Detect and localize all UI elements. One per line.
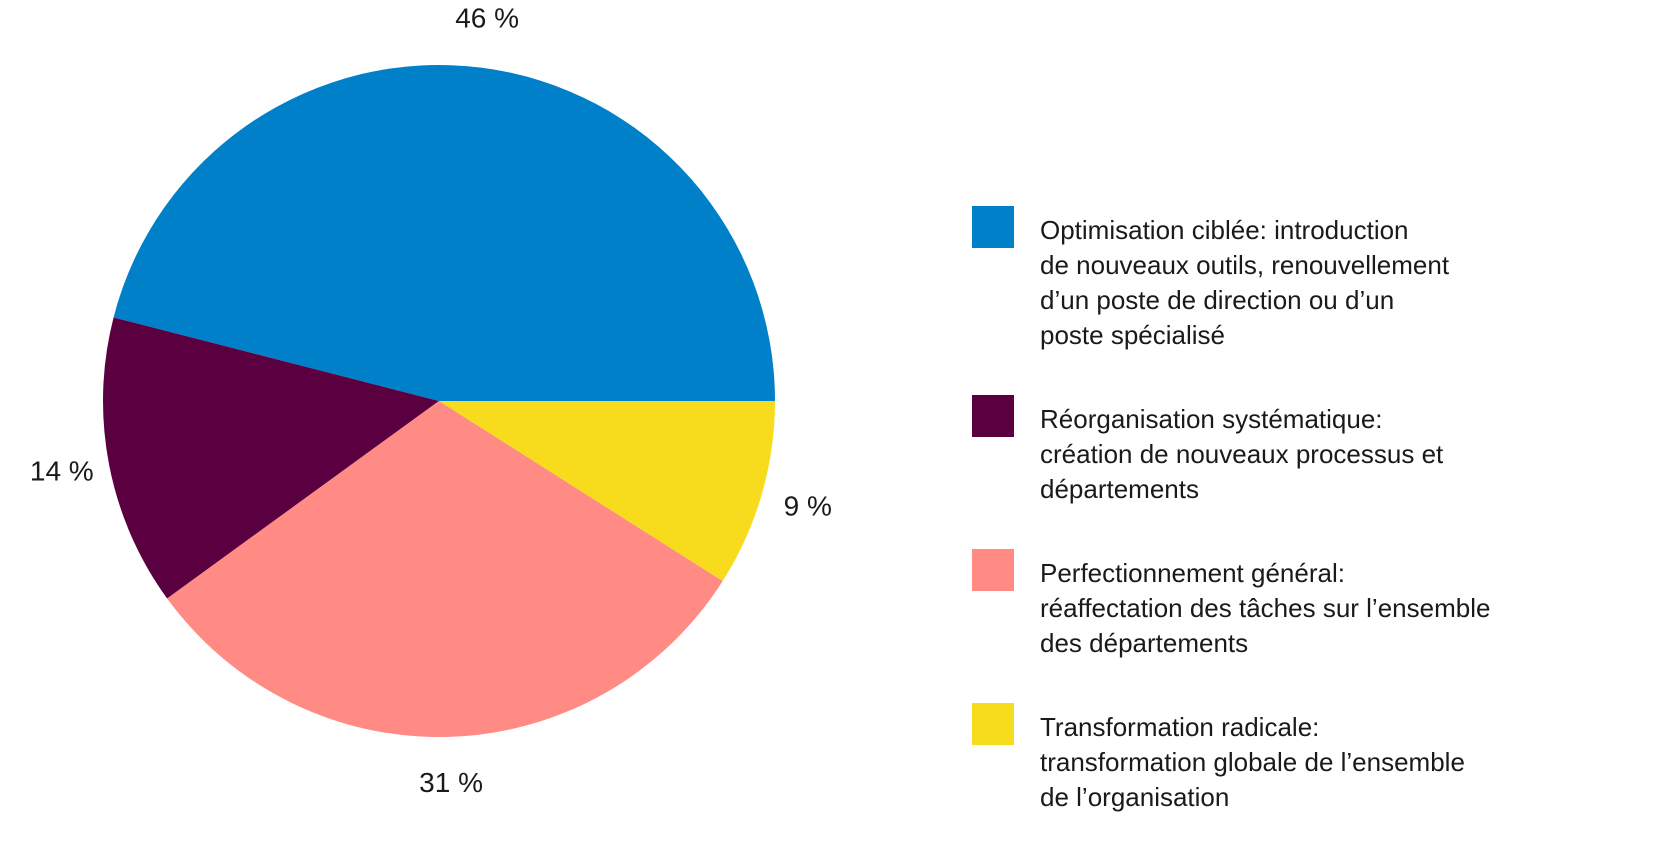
- legend-label: Réorganisation systématique: création de…: [1040, 404, 1444, 504]
- slice-label: 31 %: [419, 767, 483, 798]
- legend-swatch: [972, 549, 1014, 591]
- pie-slice: [113, 65, 776, 401]
- legend-label: Transformation radicale: transformation …: [1040, 712, 1465, 812]
- slice-label: 46 %: [455, 2, 519, 33]
- legend-label: Optimisation ciblée: introduction de nou…: [1040, 215, 1450, 350]
- pie-slice: [103, 317, 440, 599]
- legend-swatch: [972, 206, 1014, 248]
- pie-slice: [167, 401, 723, 737]
- slice-label: 14 %: [30, 455, 94, 486]
- legend-label: Perfectionnement général: réaffectation …: [1040, 558, 1491, 658]
- legend-item: Optimisation ciblée: introduction de nou…: [972, 206, 1490, 353]
- legend-swatch: [972, 703, 1014, 745]
- legend-item: Transformation radicale: transformation …: [972, 703, 1490, 815]
- pie-slice: [439, 401, 775, 582]
- legend-item: Perfectionnement général: réaffectation …: [972, 549, 1490, 661]
- legend-item: Réorganisation systématique: création de…: [972, 395, 1490, 507]
- chart: 46 % 14 % 31 % 9 %: [30, 2, 832, 798]
- legend-swatch: [972, 395, 1014, 437]
- legend: Optimisation ciblée: introduction de nou…: [972, 206, 1490, 815]
- slice-label: 9 %: [784, 491, 832, 522]
